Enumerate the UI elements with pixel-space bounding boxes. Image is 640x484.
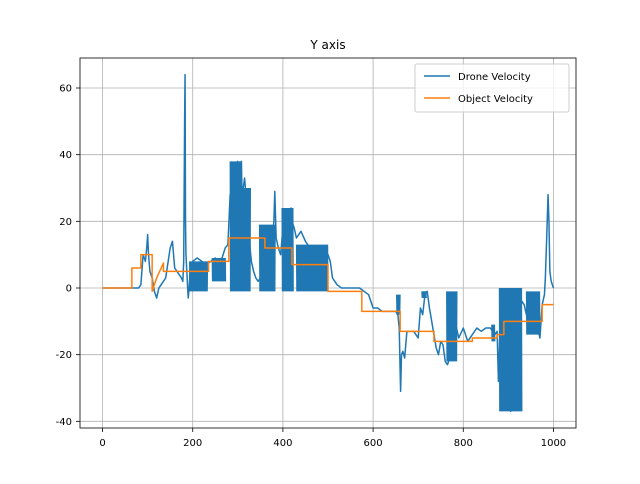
series-line-object-velocity bbox=[102, 237, 554, 343]
plot-frame bbox=[79, 57, 577, 429]
series-layer bbox=[102, 73, 555, 413]
series-drone-velocity bbox=[102, 73, 555, 413]
x-tick-label-600: 600 bbox=[364, 438, 383, 449]
series-burst-drone-velocity-1 bbox=[211, 257, 227, 282]
series-burst-drone-velocity-3 bbox=[240, 187, 251, 292]
plot-area-background bbox=[80, 58, 576, 428]
series-burst-drone-velocity-7 bbox=[395, 294, 401, 315]
x-tick-label-200: 200 bbox=[183, 438, 202, 449]
legend-label-object-velocity: Object Velocity bbox=[458, 94, 533, 105]
legend-box bbox=[414, 63, 570, 113]
y-tick-label--20: -20 bbox=[56, 350, 72, 361]
chart-title: Y axis bbox=[309, 38, 345, 52]
series-burst-drone-velocity-0 bbox=[189, 261, 209, 292]
y-tick-label-60: 60 bbox=[59, 84, 72, 95]
series-burst-drone-velocity-11 bbox=[498, 287, 523, 412]
series-burst-drone-velocity-4 bbox=[258, 224, 276, 292]
series-burst-drone-velocity-10 bbox=[491, 324, 496, 342]
x-tick-label-400: 400 bbox=[273, 438, 292, 449]
x-tick-label-1000: 1000 bbox=[541, 438, 566, 449]
y-tick-label--40: -40 bbox=[56, 417, 72, 428]
ticks-layer: 0 200 400 600 800 1000 -40 -20 0 20 40 60 bbox=[56, 84, 567, 450]
y-tick-label-40: 40 bbox=[59, 150, 72, 161]
series-object-velocity bbox=[102, 237, 554, 343]
y-tick-label-20: 20 bbox=[59, 217, 72, 228]
series-burst-drone-velocity-9 bbox=[446, 291, 458, 362]
y-tick-label-0: 0 bbox=[66, 284, 72, 295]
legend: Drone Velocity Object Velocity bbox=[414, 63, 570, 113]
series-burst-drone-velocity-6 bbox=[295, 244, 329, 292]
series-burst-drone-velocity-12 bbox=[525, 291, 541, 335]
series-burst-drone-velocity-2 bbox=[229, 161, 242, 292]
series-burst-drone-velocity-8 bbox=[421, 291, 427, 299]
legend-label-drone-velocity: Drone Velocity bbox=[458, 72, 531, 83]
x-tick-label-800: 800 bbox=[454, 438, 473, 449]
grid-layer bbox=[80, 58, 576, 428]
x-tick-label-0: 0 bbox=[99, 438, 105, 449]
